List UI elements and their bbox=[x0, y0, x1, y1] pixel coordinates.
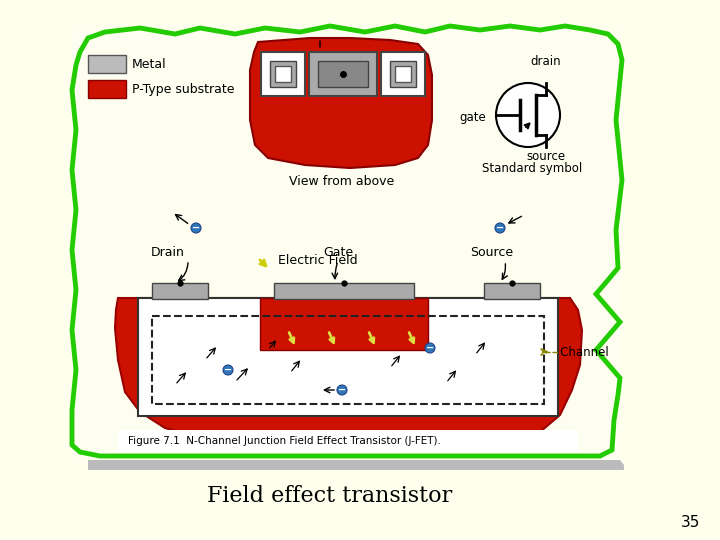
Bar bbox=[270, 61, 296, 87]
Bar bbox=[274, 283, 414, 299]
Text: Figure 7.1  N-Channel Junction Field Effect Transistor (J-FET).: Figure 7.1 N-Channel Junction Field Effe… bbox=[128, 436, 441, 446]
Text: Field effect transistor: Field effect transistor bbox=[207, 485, 453, 507]
Bar bbox=[152, 316, 544, 404]
Text: Metal: Metal bbox=[132, 57, 166, 71]
Polygon shape bbox=[72, 30, 620, 458]
Text: source: source bbox=[526, 150, 566, 163]
Text: Standard symbol: Standard symbol bbox=[482, 162, 582, 175]
Circle shape bbox=[496, 83, 560, 147]
Text: −: − bbox=[426, 343, 434, 353]
Text: 35: 35 bbox=[680, 515, 700, 530]
Bar bbox=[261, 52, 305, 96]
Polygon shape bbox=[250, 38, 432, 168]
Circle shape bbox=[425, 343, 435, 353]
Text: −: − bbox=[192, 223, 200, 233]
Bar bbox=[395, 66, 411, 82]
Bar bbox=[484, 283, 540, 299]
Text: gate: gate bbox=[459, 111, 486, 124]
Text: −: − bbox=[224, 365, 232, 375]
Bar bbox=[260, 298, 428, 350]
Bar bbox=[381, 52, 425, 96]
Polygon shape bbox=[115, 298, 582, 448]
Text: Drain: Drain bbox=[151, 246, 185, 259]
Bar bbox=[318, 61, 368, 87]
Polygon shape bbox=[88, 460, 624, 470]
Text: Source: Source bbox=[470, 246, 513, 259]
Bar bbox=[138, 298, 558, 416]
Circle shape bbox=[495, 223, 505, 233]
Circle shape bbox=[191, 223, 201, 233]
Circle shape bbox=[337, 385, 347, 395]
Circle shape bbox=[223, 365, 233, 375]
Text: −: − bbox=[496, 223, 504, 233]
Text: −: − bbox=[338, 385, 346, 395]
Text: View from above: View from above bbox=[289, 175, 395, 188]
Text: - Channel: - Channel bbox=[552, 346, 608, 359]
Text: P-Type substrate: P-Type substrate bbox=[132, 83, 235, 96]
Bar bbox=[88, 55, 126, 73]
Bar bbox=[88, 80, 126, 98]
Polygon shape bbox=[72, 26, 622, 456]
Text: Gate: Gate bbox=[323, 246, 353, 259]
Bar bbox=[275, 66, 291, 82]
Bar bbox=[118, 430, 578, 452]
Bar bbox=[390, 61, 416, 87]
Text: drain: drain bbox=[531, 55, 562, 68]
Bar bbox=[152, 283, 208, 299]
Text: Electric Field: Electric Field bbox=[278, 253, 358, 267]
Bar bbox=[309, 52, 377, 96]
